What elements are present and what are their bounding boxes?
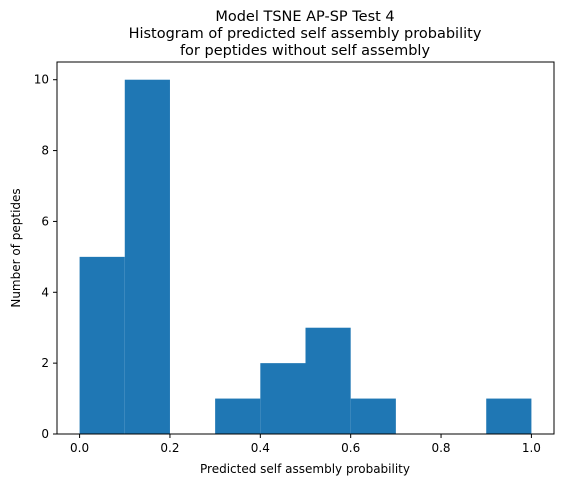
chart-title: Model TSNE AP-SP Test 4 Histogram of pre… (129, 9, 482, 59)
histogram-bar (486, 398, 532, 434)
x-tick-label: 0.4 (251, 441, 270, 455)
histogram-bar (124, 79, 170, 434)
y-axis-label: Number of peptides (9, 188, 23, 307)
x-axis: 0.0 0.2 0.4 0.6 0.8 1.0 (70, 434, 541, 455)
y-tick-label: 2 (41, 356, 49, 370)
x-tick-label: 0.0 (70, 441, 89, 455)
y-tick-label: 0 (41, 427, 49, 441)
title-line-3: for peptides without self assembly (180, 43, 430, 59)
histogram-bar (305, 327, 351, 434)
histogram-bar (215, 398, 261, 434)
x-axis-label: Predicted self assembly probability (200, 462, 410, 476)
histogram-bar (260, 363, 306, 434)
plot-frame (56, 61, 555, 435)
histogram-bar (350, 398, 396, 434)
y-tick-label: 8 (41, 144, 49, 158)
y-tick-label: 10 (34, 73, 49, 87)
x-tick-label: 0.2 (160, 441, 179, 455)
bars-group (79, 79, 532, 434)
x-tick-label: 0.6 (341, 441, 360, 455)
histogram-bar (79, 256, 125, 434)
x-tick-label: 1.0 (522, 441, 541, 455)
y-tick-label: 6 (41, 214, 49, 228)
x-tick-label: 0.8 (431, 441, 450, 455)
y-tick-label: 4 (41, 285, 49, 299)
title-line-1: Model TSNE AP-SP Test 4 (215, 9, 394, 25)
y-axis: 0 2 4 6 8 10 (34, 73, 57, 441)
title-line-2: Histogram of predicted self assembly pro… (129, 26, 482, 42)
